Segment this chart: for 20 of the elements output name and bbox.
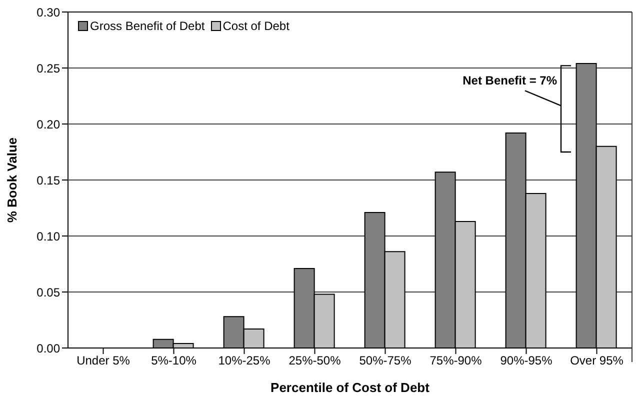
annotation: Net Benefit = 7% [462,74,558,88]
y-tick-label: 0.25 [36,61,60,76]
y-tick-label: 0.00 [36,341,60,356]
x-tick-label: 10%-25% [218,354,271,368]
y-tick-label: 0.10 [36,229,60,244]
x-tick-label: Over 95% [570,354,624,368]
legend-label: Cost of Debt [222,19,290,33]
x-tick-label: 50%-75% [359,354,412,368]
x-tick-label: 75%-90% [430,354,482,368]
y-tick-label: 0.30 [36,5,60,20]
y-axis-title: % Book Value [4,137,20,223]
x-tick-label: 90%-95% [500,354,553,368]
y-tick-label: 0.15 [36,173,60,188]
y-tick-label: 0.05 [36,285,60,300]
x-tick-label: Under 5% [76,354,130,368]
x-tick-label: 25%-50% [288,354,342,368]
y-tick-label: 0.20 [36,117,60,132]
x-tick-label: 5%-10% [151,354,197,368]
x-axis-title: Percentile of Cost of Debt [270,380,430,395]
legend-label: Gross Benefit of Debt [89,19,205,33]
